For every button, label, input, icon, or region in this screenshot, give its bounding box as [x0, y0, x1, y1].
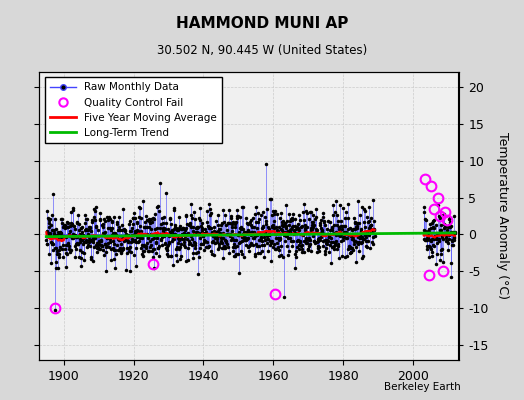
Y-axis label: Temperature Anomaly (°C): Temperature Anomaly (°C)	[496, 132, 509, 300]
Legend: Raw Monthly Data, Quality Control Fail, Five Year Moving Average, Long-Term Tren: Raw Monthly Data, Quality Control Fail, …	[45, 77, 222, 143]
Text: 30.502 N, 90.445 W (United States): 30.502 N, 90.445 W (United States)	[157, 44, 367, 57]
Text: Berkeley Earth: Berkeley Earth	[385, 382, 461, 392]
Text: HAMMOND MUNI AP: HAMMOND MUNI AP	[176, 16, 348, 31]
